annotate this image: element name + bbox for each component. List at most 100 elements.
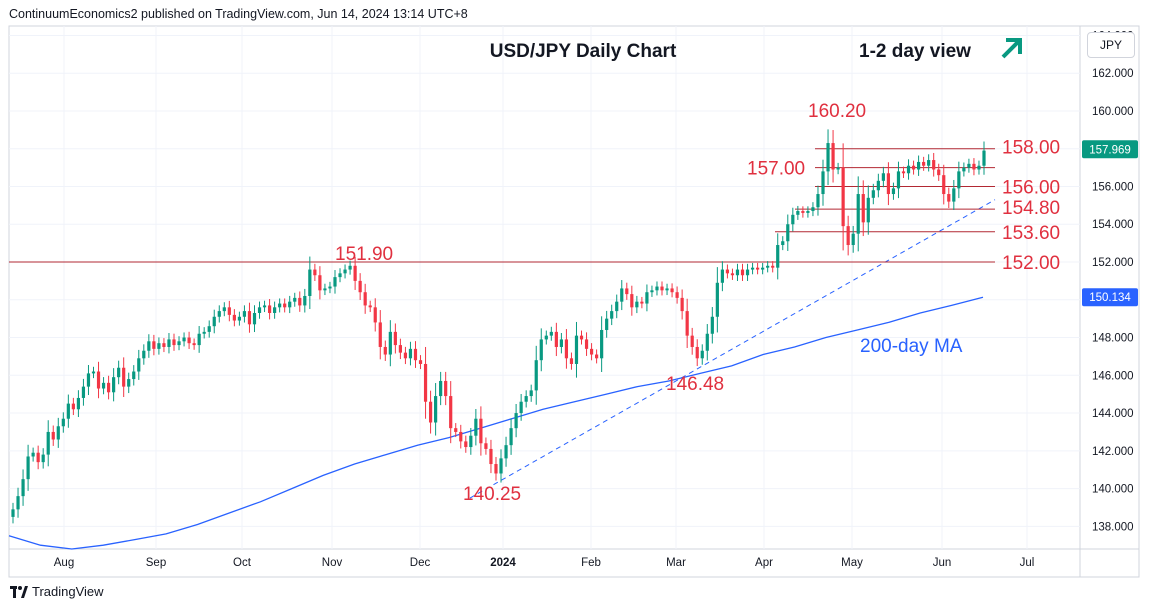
candle-body [675, 292, 679, 298]
x-tick-label: Jul [1020, 557, 1035, 569]
candle-body [615, 301, 619, 312]
candle-body [559, 339, 563, 347]
candle-body [247, 311, 252, 325]
candle-body [595, 354, 599, 359]
candle-body [262, 305, 267, 308]
candle-body [101, 382, 106, 389]
candle-body [444, 380, 448, 397]
candle-body [192, 343, 196, 346]
x-tick-label: Nov [322, 557, 343, 569]
x-tick-label: Mar [666, 557, 686, 569]
candle-body [861, 194, 865, 223]
candle-body [187, 337, 191, 344]
candle-body [831, 143, 835, 170]
candle-body [756, 267, 760, 270]
x-tick-label: Oct [233, 557, 252, 569]
candle-body [31, 452, 35, 457]
candle-body [137, 358, 141, 372]
candle-body [464, 441, 468, 448]
candle-body [710, 316, 714, 334]
candle-body [469, 435, 473, 448]
x-tick-label: Jun [933, 557, 952, 569]
candle-body [323, 288, 327, 291]
x-tick-label: Dec [410, 557, 431, 569]
candle-body [962, 167, 966, 172]
candle-body [459, 431, 463, 442]
candle-body [41, 454, 45, 463]
candle-body [680, 297, 684, 312]
candle-body [952, 188, 956, 202]
level-label: 152.00 [1002, 253, 1060, 274]
candle-body [177, 341, 181, 346]
candle-body [343, 269, 347, 274]
candle-body [836, 167, 840, 170]
candle-body [222, 307, 226, 312]
candle-body [816, 194, 820, 208]
up-arrow-icon [1001, 38, 1022, 59]
publisher-caption: ContinuumEconomics2 published on Trading… [9, 7, 468, 21]
candle-body [942, 175, 946, 195]
candle-body [740, 269, 745, 276]
candle-body [776, 245, 780, 268]
candle-body [539, 339, 543, 361]
candle-body [605, 318, 609, 330]
price-annotation: 151.90 [335, 244, 393, 265]
time-axis[interactable]: Aug Sep Oct Nov Dec 2024 Feb Mar Apr May Jun Jul [54, 557, 1035, 569]
candle-body [338, 273, 342, 278]
tradingview-logo[interactable]: TradingView [10, 584, 104, 599]
candle-body [826, 143, 830, 172]
candle-body [16, 496, 20, 510]
x-tick-label: May [841, 557, 863, 569]
candle-body [781, 241, 785, 246]
candle-body [534, 360, 538, 391]
level-label: 156.00 [1002, 177, 1060, 198]
y-tick-label: 160.000 [1092, 106, 1134, 118]
level-label: 154.80 [1002, 198, 1060, 219]
candle-body [600, 329, 604, 359]
candle-body [715, 282, 719, 317]
candle-body [655, 286, 659, 291]
candle-body [333, 277, 337, 287]
candle-body [509, 428, 513, 446]
y-tick-label: 138.000 [1092, 521, 1134, 533]
x-tick-label: 2024 [490, 557, 516, 569]
currency-selector[interactable]: JPY [1087, 32, 1135, 58]
candle-body [434, 396, 438, 423]
candle-body [584, 339, 589, 349]
candle-body [96, 371, 101, 389]
chart-title: USD/JPY Daily Chart [490, 41, 677, 62]
candle-body [293, 297, 297, 302]
level-label: 157.00 [747, 159, 805, 180]
candle-body [750, 267, 755, 270]
candle-body [157, 343, 161, 349]
candle-body [439, 380, 443, 397]
x-tick-label: Sep [146, 557, 166, 569]
y-tick-label: 156.000 [1092, 181, 1134, 193]
candle-body [106, 382, 111, 393]
candle-body [86, 373, 91, 387]
candle-body [232, 314, 236, 321]
candle-body [851, 233, 855, 246]
candle-body [670, 288, 674, 293]
candle-body [252, 312, 257, 325]
candle-body [403, 352, 408, 359]
price-annotation: 146.48 [666, 374, 724, 395]
ma-line-group [8, 296, 984, 550]
candle-body [856, 194, 860, 234]
price-axis[interactable]: 138.000 140.000 142.000 144.000 146.000 148.0… [1082, 30, 1138, 533]
y-tick-label: 162.000 [1092, 68, 1134, 80]
candle-body [620, 288, 624, 302]
candle-body [237, 316, 241, 321]
candle-body [544, 335, 548, 340]
candle-body [308, 269, 312, 296]
candle-body [937, 169, 941, 176]
candle-body [383, 346, 387, 355]
footer-brand: TradingView [32, 584, 104, 599]
candle-body [328, 286, 332, 289]
candle-body [972, 163, 976, 170]
candle-body [841, 167, 845, 227]
candle-body [202, 331, 206, 334]
y-tick-label: 142.000 [1092, 446, 1134, 458]
